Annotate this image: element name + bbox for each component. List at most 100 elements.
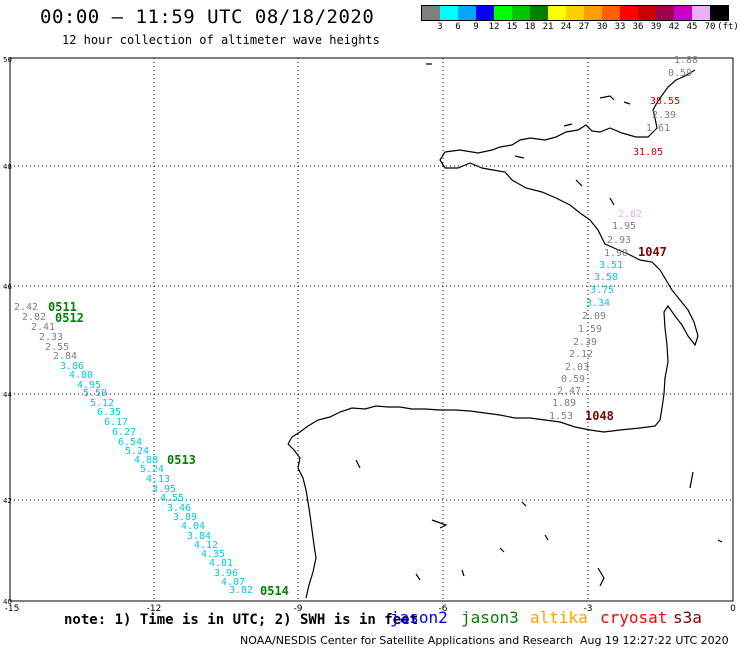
wave-height-label: 2.84 (53, 351, 77, 362)
legend-label: 24 (560, 22, 572, 32)
wave-height-label: 2.12 (569, 349, 593, 360)
y-tick-label: 40 (3, 598, 12, 606)
legend-label: 33 (614, 22, 626, 32)
wave-height-label: 4.13 (146, 474, 170, 485)
y-tick-label: 48 (3, 163, 12, 171)
y-tick-label: 46 (3, 283, 12, 291)
legend-label: 36 (632, 22, 644, 32)
wave-height-label: 3.82 (229, 585, 253, 596)
legend-swatch (422, 6, 440, 20)
wave-height-label: 2.03 (565, 362, 589, 373)
wave-height-label: 3.86 (60, 361, 84, 372)
coastline (287, 63, 723, 599)
wave-height-label: 1.89 (552, 398, 576, 409)
wave-height-label: 3.96 (214, 568, 238, 579)
wave-height-label: 2.09 (582, 311, 606, 322)
legend-swatch (548, 6, 566, 20)
legend-swatch (638, 6, 656, 20)
legend-label: 39 (650, 22, 662, 32)
altimeter-observations: 2.422.822.412.332.552.843.864.804.955.59… (14, 55, 698, 598)
wave-height-label: 4.12 (194, 540, 218, 551)
x-tick-label: -9 (294, 604, 303, 614)
mission-altika: altika (530, 608, 588, 627)
wave-height-label: 3.89 (173, 512, 197, 523)
wave-height-label: 1.95 (612, 221, 636, 232)
pass-number: 1047 (638, 245, 667, 259)
wave-height-label: 2.41 (31, 322, 55, 333)
wave-height-label: 31.05 (633, 147, 663, 158)
wave-height-label: 1.61 (646, 123, 670, 134)
mission-cryosat: cryosat (600, 608, 668, 627)
wave-height-label: 3.58 (594, 272, 618, 283)
wave-height-label: 0.59 (561, 374, 585, 385)
legend-label: 30 (596, 22, 608, 32)
pass-number: 0511 (48, 300, 77, 314)
generation-timestamp: Aug 19 12:27:22 UTC 2020 (580, 634, 729, 647)
legend-label: 42 (668, 22, 680, 32)
wave-height-label: 4.95 (77, 380, 101, 391)
legend-label: 45 (686, 22, 698, 32)
wave-height-label: 3.51 (599, 260, 623, 271)
legend-swatch (656, 6, 674, 20)
wave-height-label: 6.54 (118, 437, 142, 448)
wave-height-label: 5.12 (90, 398, 114, 409)
legend-swatch (458, 6, 476, 20)
wave-height-label: 6.35 (97, 407, 121, 418)
wave-height-label: 2.82 (618, 209, 642, 220)
wave-height-label: 3.46 (167, 503, 191, 514)
legend-label: 3 (437, 22, 443, 32)
legend-swatch (566, 6, 584, 20)
wave-height-label: 5.24 (125, 446, 149, 457)
credit-line: NOAA/NESDIS Center for Satellite Applica… (240, 634, 574, 647)
x-tick-label: -15 (5, 604, 20, 614)
legend-swatch (440, 6, 458, 20)
y-tick-label: 42 (3, 497, 12, 505)
legend-label: (ft) (717, 22, 739, 32)
wave-height-label: 5.59 (83, 388, 107, 399)
legend-swatch (476, 6, 494, 20)
legend-label: 15 (506, 22, 518, 32)
wave-height-label: 38.55 (650, 96, 680, 107)
legend-label: 12 (488, 22, 500, 32)
legend-swatch (584, 6, 602, 20)
graticule (10, 58, 733, 601)
pass-number: 0512 (55, 311, 84, 325)
wave-height-label: 2.42 (14, 302, 38, 313)
color-scale-labels: 3 6 9 12 15 18 21 24 27 30 33 36 39 42 45 70 (ft) (421, 22, 740, 34)
map-frame (9, 57, 734, 602)
wave-height-label: 4.80 (69, 370, 93, 381)
wave-height-label: 1.59 (578, 324, 602, 335)
wave-height-label: 1.90 (604, 248, 628, 259)
x-tick-label: -3 (584, 604, 593, 614)
wave-height-label: 0.59 (668, 68, 692, 79)
legend-swatch (674, 6, 692, 20)
footer-note: note: 1) Time is in UTC; 2) SWH is in fe… (64, 612, 419, 628)
pass-number: 0514 (260, 584, 289, 598)
wave-height-label: 3.34 (586, 298, 610, 309)
legend-label: 27 (578, 22, 590, 32)
wave-height-label: 2.47 (557, 386, 581, 397)
legend-swatch (710, 6, 728, 20)
mission-jason3: jason3 (461, 608, 519, 627)
color-scale-legend (421, 5, 729, 21)
legend-label: 9 (473, 22, 479, 32)
wave-height-label: 4.81 (209, 558, 233, 569)
wave-height-label: 2.93 (607, 235, 631, 246)
wave-height-label: 4.88 (134, 455, 158, 466)
wave-height-label: 3.95 (152, 484, 176, 495)
mission-s3a: s3a (673, 608, 702, 627)
legend-swatch (620, 6, 638, 20)
legend-swatch (692, 6, 710, 20)
legend-swatch (494, 6, 512, 20)
legend-swatch (512, 6, 530, 20)
x-tick-label: 0 (730, 604, 736, 614)
legend-swatch (530, 6, 548, 20)
wave-height-label: 4.35 (201, 549, 225, 560)
legend-label: 21 (542, 22, 554, 32)
wave-height-label: 6.17 (104, 417, 128, 428)
wave-height-label: 2.82 (22, 312, 46, 323)
map-subtitle: 12 hour collection of altimeter wave hei… (62, 33, 380, 47)
pass-number: 0513 (167, 453, 196, 467)
legend-label: 18 (524, 22, 536, 32)
